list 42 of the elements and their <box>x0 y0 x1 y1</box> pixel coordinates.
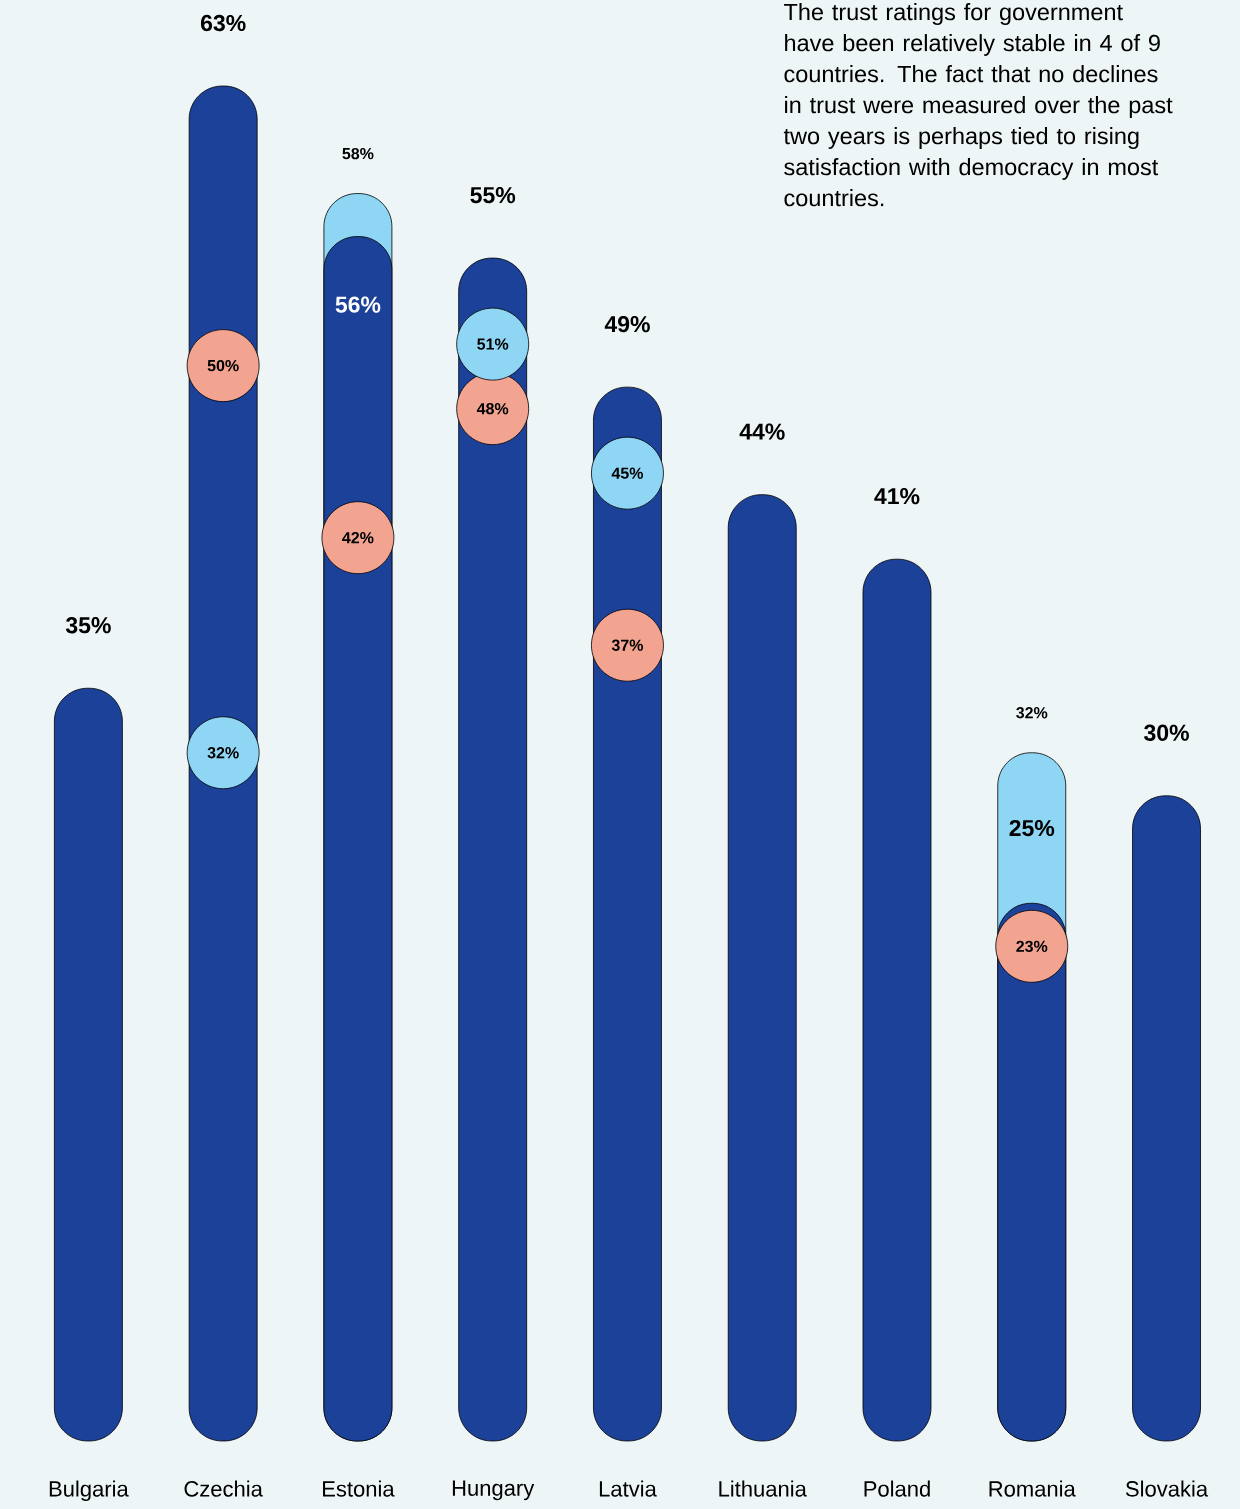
x-tick-label: Slovakia <box>1125 1480 1209 1497</box>
data-label: 48% <box>476 402 509 415</box>
data-label: 44% <box>739 423 785 440</box>
bar <box>1132 795 1201 1442</box>
data-label: 35% <box>65 617 111 634</box>
point <box>186 716 260 790</box>
data-label: 58% <box>342 147 374 160</box>
point <box>321 501 395 575</box>
data-label: 50% <box>207 359 239 372</box>
point <box>186 329 260 403</box>
bar <box>458 257 528 1442</box>
data-label: 51% <box>477 338 509 350</box>
x-tick-label: Poland <box>864 1480 930 1497</box>
data-label: 49% <box>604 315 650 333</box>
data-label: 30% <box>1144 724 1189 741</box>
point <box>591 608 664 682</box>
data-label: 23% <box>1016 940 1048 952</box>
bar <box>53 687 123 1442</box>
data-label: 25% <box>1009 819 1055 837</box>
annotation: The trust ratings for government have been relatively stable in 4 of 9 countries. The fact that no declines in trust were measured over the past two years is perhaps tied to rising satisfaction with democracy in most countries. <box>783 3 1173 207</box>
bar <box>862 558 932 1442</box>
x-tick-label: Estonia <box>323 1480 395 1497</box>
data-label: 63% <box>200 14 246 32</box>
data-label: 32% <box>207 747 239 759</box>
data-label: 45% <box>611 467 644 479</box>
x-tick-label: Bulgaria <box>49 1480 129 1502</box>
data-label: 41% <box>874 488 920 505</box>
point <box>456 307 530 381</box>
data-label: 56% <box>335 296 381 313</box>
x-tick-label: Hungary <box>452 1480 535 1501</box>
data-label: 55% <box>470 186 516 204</box>
x-tick-label: Romania <box>989 1480 1076 1497</box>
data-label: 32% <box>1016 707 1048 719</box>
data-label: 37% <box>611 639 644 651</box>
bar <box>727 494 797 1442</box>
data-label: 42% <box>342 532 374 544</box>
point <box>995 909 1069 983</box>
bar <box>188 85 258 1442</box>
x-tick-label: Lithuania <box>719 1480 807 1497</box>
x-tick-label: Latvia <box>599 1480 657 1497</box>
point <box>591 436 664 510</box>
x-tick-label: Czechia <box>184 1480 263 1497</box>
